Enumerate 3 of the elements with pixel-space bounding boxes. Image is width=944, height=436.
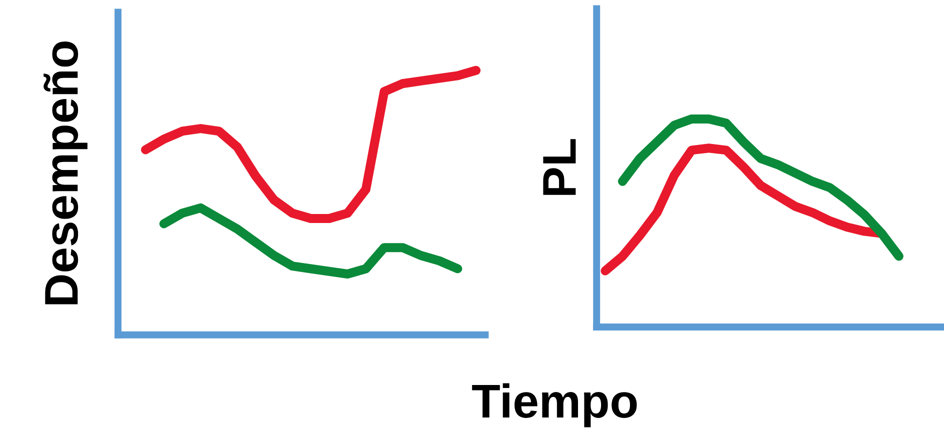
y-axis-title: Desempeño — [44, 42, 88, 304]
x-axis-title: Tiempo — [472, 383, 637, 428]
y-axis-title: PL — [543, 139, 576, 195]
